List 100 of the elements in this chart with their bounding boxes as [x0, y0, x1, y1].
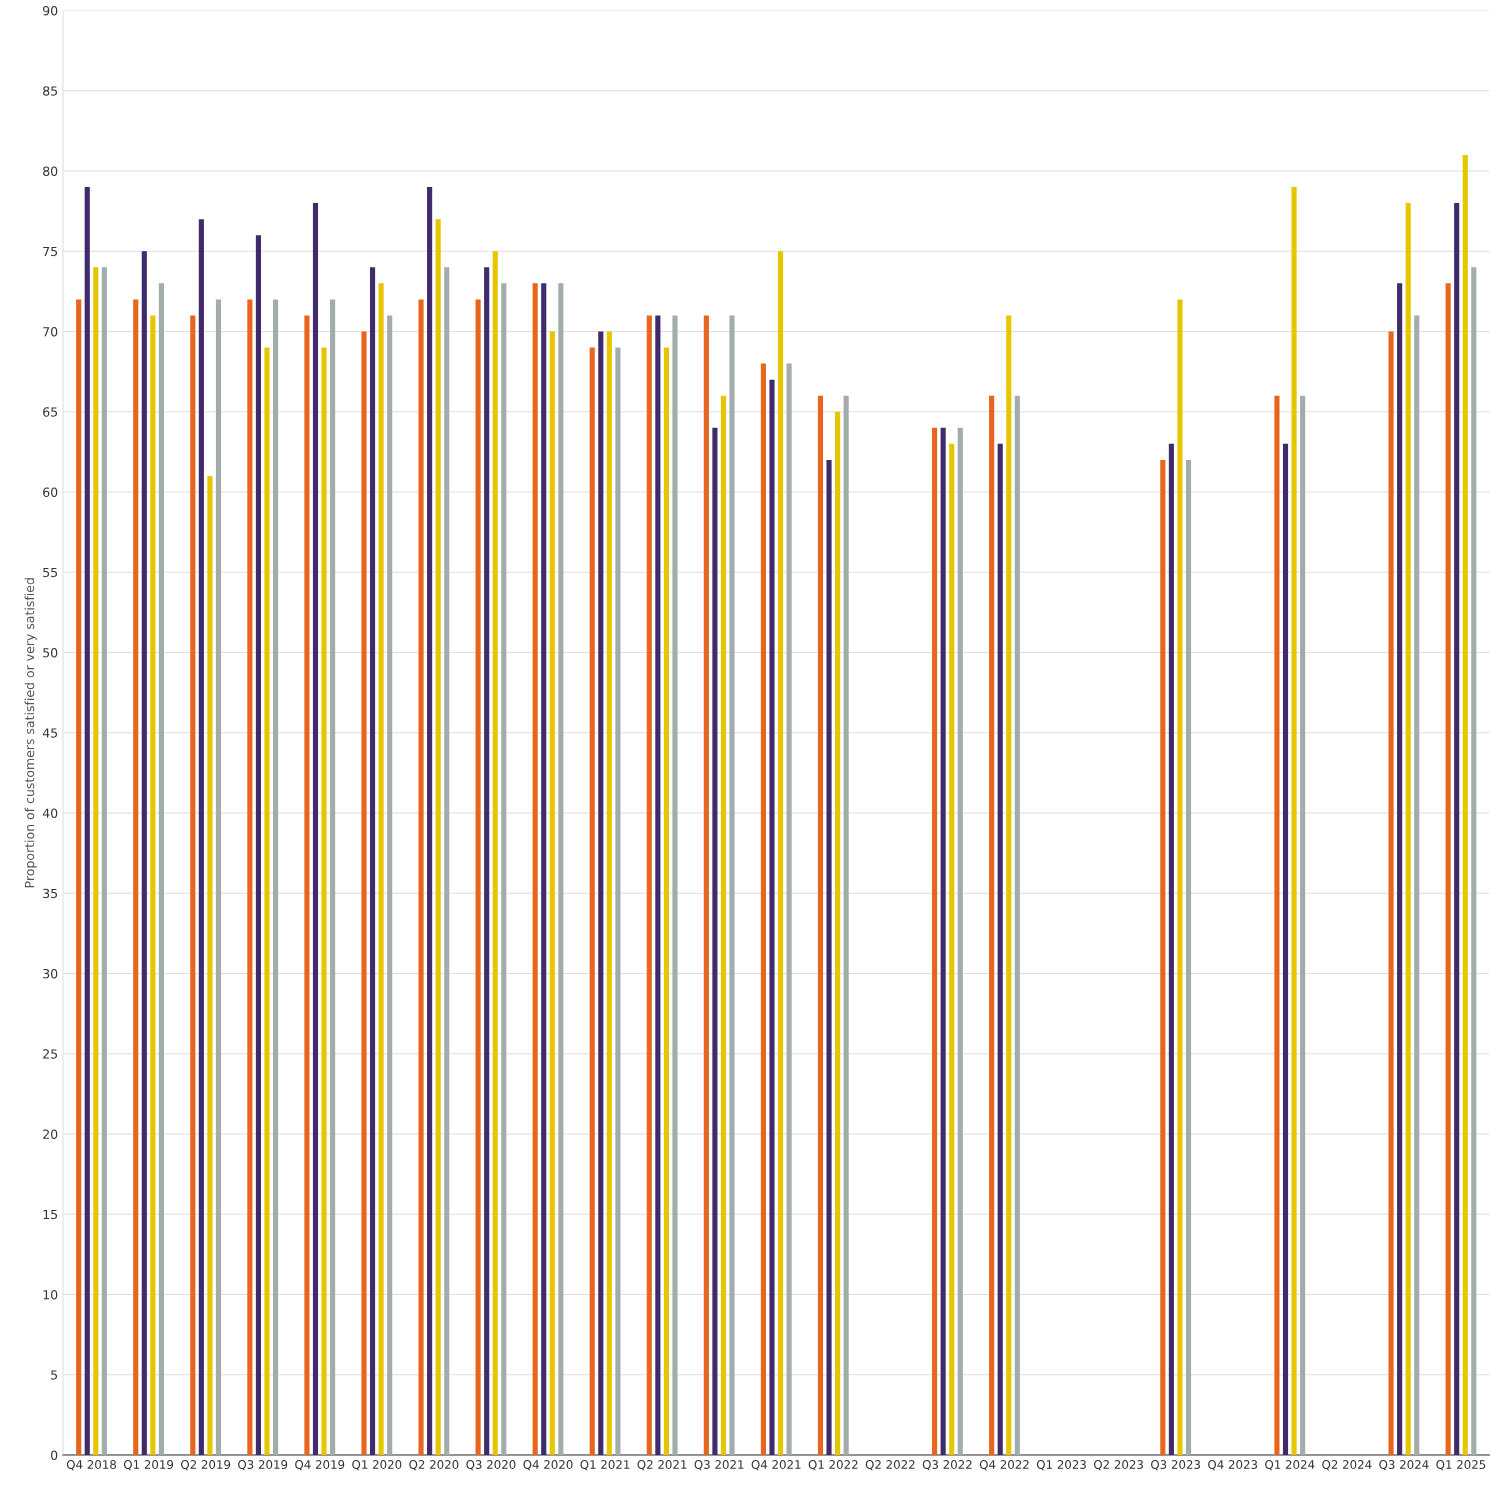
bar — [1471, 267, 1477, 1455]
bar — [215, 299, 222, 1455]
bar — [361, 331, 367, 1455]
y-tick-label: 60 — [43, 487, 58, 497]
bar — [703, 315, 709, 1455]
x-tick-label: Q4 2022 — [979, 1460, 1029, 1471]
x-tick-label: Q2 2022 — [865, 1460, 915, 1471]
bar — [598, 331, 604, 1455]
bar — [615, 347, 621, 1455]
x-tick-label: Q3 2023 — [1151, 1460, 1201, 1471]
bar — [330, 299, 336, 1455]
bar — [532, 283, 538, 1455]
y-tick-label: 45 — [42, 728, 58, 738]
y-tick-label: 40 — [42, 808, 58, 818]
y-tick-label: 70 — [43, 326, 58, 337]
bar — [817, 395, 824, 1455]
y-axis-title: Proportion of customers satisfied or very satisfied — [24, 578, 37, 888]
bar — [150, 315, 156, 1455]
bar — [989, 395, 995, 1455]
bar — [190, 315, 196, 1455]
bar — [76, 299, 82, 1455]
bar — [843, 395, 849, 1455]
bar — [1445, 283, 1451, 1455]
y-tick-label: 25 — [43, 1049, 58, 1059]
x-tick-label: Q1 2019 — [123, 1460, 174, 1471]
bar — [1454, 203, 1460, 1455]
bar — [158, 283, 164, 1455]
x-tick-label: Q1 2022 — [808, 1460, 858, 1471]
bar — [712, 427, 718, 1455]
bar — [655, 315, 661, 1455]
bar — [1282, 443, 1289, 1455]
bar — [663, 347, 669, 1455]
bar — [769, 379, 775, 1455]
bar — [720, 395, 727, 1455]
x-tick-label: Q2 2020 — [409, 1460, 459, 1471]
x-tick-label: Q2 2024 — [1322, 1460, 1372, 1471]
y-tick-label: 20 — [43, 1129, 58, 1139]
bar — [1300, 395, 1306, 1455]
bar — [444, 267, 450, 1455]
x-tick-label: Q4 2023 — [1208, 1460, 1258, 1471]
bar — [606, 331, 612, 1455]
y-tick-label: 55 — [43, 567, 58, 578]
bar — [940, 427, 946, 1455]
bar — [1388, 331, 1394, 1455]
x-tick-label: Q2 2019 — [181, 1460, 231, 1471]
x-tick-label: Q4 2018 — [66, 1460, 117, 1471]
bar — [93, 267, 99, 1455]
bar — [207, 475, 213, 1455]
bar — [1405, 203, 1411, 1455]
bar — [672, 315, 678, 1455]
x-tick-label: Q2 2021 — [637, 1460, 687, 1471]
bar — [1274, 395, 1280, 1455]
bar — [558, 283, 564, 1455]
bar — [321, 347, 327, 1455]
bar — [427, 187, 433, 1455]
bar — [501, 283, 507, 1455]
y-tick-label: 0 — [51, 1450, 58, 1460]
bar — [247, 299, 253, 1455]
bar — [777, 251, 784, 1455]
y-tick-label: 75 — [43, 246, 58, 257]
bar — [589, 347, 595, 1455]
bar — [378, 283, 384, 1455]
y-tick-label: 10 — [43, 1289, 58, 1300]
bar — [1462, 154, 1468, 1455]
bar — [729, 315, 735, 1455]
bar — [133, 299, 139, 1455]
bar — [198, 219, 204, 1455]
x-tick-label: Q4 2020 — [523, 1460, 573, 1471]
x-tick-label: Q3 2020 — [466, 1460, 516, 1471]
y-tick-label: 15 — [43, 1209, 58, 1220]
bar — [141, 251, 147, 1455]
bar — [997, 443, 1003, 1455]
x-tick-label: Q3 2021 — [694, 1460, 744, 1471]
bar — [646, 315, 652, 1455]
bar — [255, 235, 261, 1455]
bar — [1014, 395, 1020, 1455]
bar — [418, 299, 424, 1455]
bar — [949, 443, 955, 1455]
x-tick-label: Q3 2019 — [238, 1460, 288, 1471]
bar — [760, 363, 766, 1455]
bar — [1006, 315, 1012, 1455]
bar — [304, 315, 310, 1455]
bar — [387, 315, 393, 1455]
bar — [1168, 443, 1174, 1455]
bar — [492, 251, 498, 1455]
bar — [957, 427, 963, 1455]
y-tick-label: 65 — [43, 407, 58, 417]
bar — [1397, 283, 1403, 1455]
x-tick-label: Q1 2020 — [352, 1460, 402, 1471]
bar — [932, 427, 938, 1455]
bar — [264, 347, 270, 1455]
x-tick-label: Q4 2021 — [751, 1460, 801, 1471]
bar — [1160, 459, 1166, 1455]
bar — [826, 459, 832, 1455]
bar — [369, 267, 376, 1455]
y-tick-label: 30 — [43, 968, 58, 979]
bar — [541, 283, 547, 1455]
bar — [475, 299, 481, 1455]
bar — [84, 187, 90, 1455]
bar — [835, 411, 841, 1455]
